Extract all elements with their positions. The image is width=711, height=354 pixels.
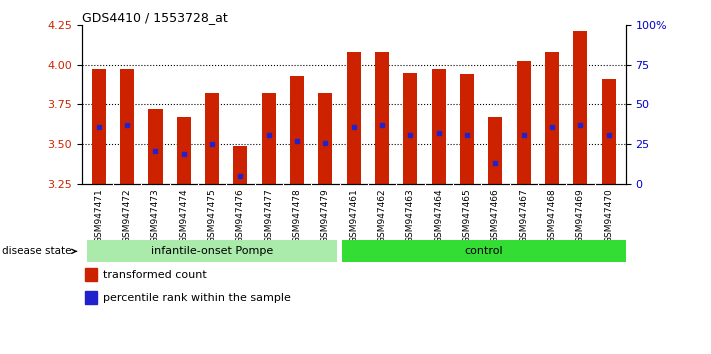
Text: GSM947465: GSM947465 bbox=[463, 188, 471, 243]
Bar bbox=[343, 240, 626, 263]
Bar bbox=[403, 73, 417, 184]
Text: GSM947462: GSM947462 bbox=[378, 188, 387, 243]
Bar bbox=[290, 76, 304, 184]
Bar bbox=[545, 52, 559, 184]
Bar bbox=[205, 93, 219, 184]
Bar bbox=[149, 109, 163, 184]
Bar bbox=[375, 52, 389, 184]
Bar bbox=[602, 79, 616, 184]
Text: GSM947461: GSM947461 bbox=[349, 188, 358, 243]
Text: GSM947464: GSM947464 bbox=[434, 188, 443, 243]
Text: disease state: disease state bbox=[1, 246, 77, 256]
Bar bbox=[573, 31, 587, 184]
Bar bbox=[85, 268, 97, 281]
Text: infantile-onset Pompe: infantile-onset Pompe bbox=[151, 246, 273, 256]
Bar bbox=[517, 62, 531, 184]
Bar bbox=[85, 291, 97, 304]
Text: GSM947475: GSM947475 bbox=[208, 188, 217, 243]
Bar bbox=[87, 240, 337, 263]
Text: GSM947474: GSM947474 bbox=[179, 188, 188, 243]
Text: GSM947477: GSM947477 bbox=[264, 188, 273, 243]
Bar bbox=[233, 146, 247, 184]
Bar bbox=[488, 117, 503, 184]
Bar bbox=[347, 52, 360, 184]
Text: GSM947472: GSM947472 bbox=[122, 188, 132, 243]
Bar bbox=[460, 74, 474, 184]
Text: GSM947463: GSM947463 bbox=[406, 188, 415, 243]
Text: GSM947476: GSM947476 bbox=[236, 188, 245, 243]
Bar bbox=[432, 69, 446, 184]
Text: percentile rank within the sample: percentile rank within the sample bbox=[102, 293, 291, 303]
Bar bbox=[319, 93, 333, 184]
Text: GSM947478: GSM947478 bbox=[292, 188, 301, 243]
Text: GSM947471: GSM947471 bbox=[95, 188, 103, 243]
Bar bbox=[120, 69, 134, 184]
Text: GSM947466: GSM947466 bbox=[491, 188, 500, 243]
Text: control: control bbox=[465, 246, 503, 256]
Text: GSM947473: GSM947473 bbox=[151, 188, 160, 243]
Text: GSM947479: GSM947479 bbox=[321, 188, 330, 243]
Text: GDS4410 / 1553728_at: GDS4410 / 1553728_at bbox=[82, 11, 228, 24]
Text: GSM947469: GSM947469 bbox=[576, 188, 585, 243]
Text: GSM947467: GSM947467 bbox=[519, 188, 528, 243]
Text: GSM947470: GSM947470 bbox=[604, 188, 613, 243]
Text: transformed count: transformed count bbox=[102, 270, 206, 280]
Bar bbox=[92, 69, 106, 184]
Text: GSM947468: GSM947468 bbox=[547, 188, 557, 243]
Bar bbox=[262, 93, 276, 184]
Bar bbox=[176, 117, 191, 184]
